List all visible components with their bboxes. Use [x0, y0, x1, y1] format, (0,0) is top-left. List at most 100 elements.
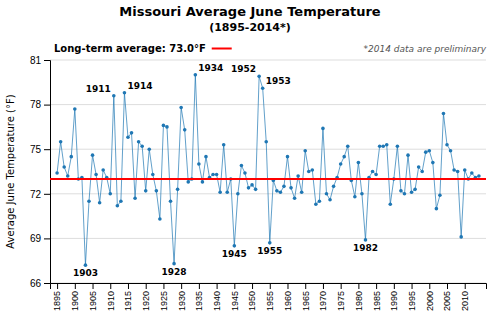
x-tick-mark: [217, 283, 218, 289]
x-tick-mark: [75, 283, 76, 289]
title: Missouri Average June Temperature: [119, 4, 381, 19]
data-point: [427, 149, 431, 153]
data-point: [399, 189, 403, 193]
data-point: [144, 189, 148, 193]
x-tick-label: 1945: [230, 291, 240, 311]
x-tick-mark: [323, 283, 324, 289]
y-tick: 75: [30, 144, 50, 155]
x-tick: 1910: [106, 283, 116, 311]
x-tick-mark: [234, 283, 235, 289]
data-point: [197, 162, 201, 166]
data-point: [236, 192, 240, 196]
x-tick-mark: [163, 283, 164, 289]
data-point: [268, 241, 272, 245]
x-tick-mark: [110, 283, 111, 289]
x-tick-mark: [128, 283, 129, 289]
y-tick: 81: [30, 55, 50, 66]
data-point: [477, 174, 481, 178]
data-point: [119, 199, 123, 203]
data-point: [403, 192, 407, 196]
annotation: 1952: [231, 64, 256, 74]
data-point: [186, 180, 190, 184]
x-tick-label: 2005: [442, 291, 452, 311]
data-point: [360, 192, 364, 196]
data-point: [438, 193, 442, 197]
x-tick-mark: [465, 283, 466, 289]
x-tick-mark: [146, 283, 147, 289]
y-tick-mark: [44, 194, 50, 195]
x-tick-label: 2010: [460, 291, 470, 311]
x-tick: 1975: [336, 283, 346, 311]
data-point: [94, 173, 98, 177]
x-tick: 1985: [371, 283, 381, 311]
subtitle: (1895-2014*): [209, 21, 291, 34]
x-tick: 2000: [425, 283, 435, 311]
data-point: [342, 155, 346, 159]
data-point: [364, 238, 368, 242]
y-tick-mark: [44, 283, 50, 284]
x-tick-label: 1920: [141, 291, 151, 311]
x-tick: 1965: [301, 283, 311, 311]
y-tick-label: 72: [30, 189, 42, 200]
average-line: [50, 178, 486, 180]
data-point: [240, 164, 244, 168]
data-point: [275, 189, 279, 193]
x-tick: 1935: [194, 283, 204, 311]
data-point: [233, 244, 237, 248]
x-tick-mark: [305, 283, 306, 289]
annotation: 1928: [162, 267, 187, 277]
data-point: [84, 263, 88, 267]
data-point: [162, 124, 166, 128]
data-point: [172, 262, 176, 266]
data-point: [470, 171, 474, 175]
legend-swatch: [212, 48, 232, 50]
data-point: [378, 144, 382, 148]
data-point: [250, 183, 254, 187]
x-tick-label: 1990: [389, 291, 399, 311]
data-point: [91, 153, 95, 157]
x-tick-mark: [287, 283, 288, 289]
x-tick-label: 1895: [52, 291, 62, 311]
data-point: [314, 202, 318, 206]
data-point: [222, 143, 226, 147]
x-tick-label: 1905: [88, 291, 98, 311]
data-point: [112, 94, 116, 98]
data-point: [137, 140, 141, 144]
data-point: [165, 125, 169, 129]
data-point: [204, 155, 208, 159]
annotation: 1903: [73, 268, 98, 278]
y-tick-label: 78: [30, 99, 42, 110]
x-tick: 1955: [265, 283, 275, 311]
x-tick-label: 1960: [283, 291, 293, 311]
annotations: 1903191119141928193419451952195319551982: [73, 63, 378, 278]
data-point: [218, 191, 222, 195]
legend-label: Long-term average: 73.0°F: [54, 43, 206, 54]
data-point: [158, 217, 162, 221]
data-point: [151, 173, 155, 177]
data-point: [318, 199, 322, 203]
x-tick: 1950: [247, 283, 257, 311]
x-tick-mark: [376, 283, 377, 289]
data-point: [459, 235, 463, 239]
x-tick-mark: [181, 283, 182, 289]
y-tick: 78: [30, 99, 50, 110]
data-point: [357, 161, 361, 165]
x-tick-label: 1950: [247, 291, 257, 311]
data-point: [452, 168, 456, 172]
x-tick-label: 1930: [177, 291, 187, 311]
annotation: 1982: [353, 243, 378, 253]
data-point: [261, 86, 265, 90]
data-point: [59, 140, 63, 144]
x-tick-mark: [57, 283, 58, 289]
x-tick-label: 1940: [212, 291, 222, 311]
data-point: [254, 188, 258, 192]
data-point: [126, 136, 130, 140]
x-tick: 1915: [123, 283, 133, 311]
x-tick-mark: [412, 283, 413, 289]
data-point: [431, 161, 435, 165]
x-tick-label: 2000: [425, 291, 435, 311]
data-point: [396, 144, 400, 148]
data-point: [247, 186, 251, 190]
x-tick: 1970: [318, 283, 328, 311]
x-tick-mark: [270, 283, 271, 289]
